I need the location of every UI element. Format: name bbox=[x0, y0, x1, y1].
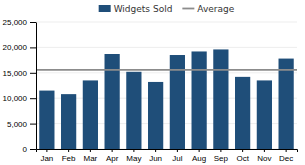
bar bbox=[83, 80, 98, 149]
y-axis: 0 5,000 10,000 15,000 20,000 25,000 bbox=[3, 18, 37, 154]
x-tick-mark bbox=[177, 149, 178, 152]
y-tick-mark bbox=[30, 22, 36, 23]
y-axis-line bbox=[36, 23, 37, 150]
x-tick: Mar bbox=[83, 149, 97, 163]
x-tick-label: Apr bbox=[106, 154, 119, 163]
y-tick-label: 15,000 bbox=[3, 69, 28, 78]
x-tick-mark bbox=[46, 149, 47, 152]
x-tick-label: Sep bbox=[214, 154, 229, 163]
bar bbox=[235, 77, 250, 149]
x-tick: Jul bbox=[172, 149, 182, 163]
plot: 0 5,000 10,000 15,000 20,000 25,000 Jan Feb Mar A… bbox=[3, 18, 298, 163]
bar bbox=[192, 51, 207, 149]
x-tick: Aug bbox=[192, 149, 206, 163]
y-tick-label: 0 bbox=[23, 145, 28, 154]
x-tick-label: Aug bbox=[192, 154, 206, 163]
legend-item: Average bbox=[182, 4, 234, 14]
x-tick: Dec bbox=[279, 149, 293, 163]
y-tick: 10,000 bbox=[3, 94, 36, 103]
bar bbox=[279, 59, 294, 149]
y-tick-label: 25,000 bbox=[3, 18, 28, 27]
x-tick-mark bbox=[68, 149, 69, 152]
chart-container: 0 5,000 10,000 15,000 20,000 25,000 Jan Feb Mar A… bbox=[0, 0, 305, 165]
x-axis: Jan Feb Mar Apr May Jun Jul Aug Sep Oct Nov Dec bbox=[37, 149, 298, 163]
bar bbox=[213, 49, 228, 149]
legend-swatch bbox=[99, 5, 111, 12]
marks bbox=[36, 49, 297, 149]
x-tick-mark bbox=[264, 149, 265, 152]
y-tick-label: 5,000 bbox=[7, 120, 28, 129]
y-tick-mark bbox=[30, 47, 36, 48]
x-tick-mark bbox=[199, 149, 200, 152]
legend-label: Average bbox=[197, 4, 234, 14]
grid-line bbox=[36, 22, 297, 23]
x-axis-line bbox=[37, 150, 298, 153]
x-tick-mark bbox=[220, 149, 221, 152]
legend-label: Widgets Sold bbox=[114, 4, 173, 14]
y-tick-label: 20,000 bbox=[3, 43, 28, 52]
x-tick: Jun bbox=[149, 149, 162, 163]
y-tick: 25,000 bbox=[3, 18, 36, 27]
x-tick: Oct bbox=[236, 149, 249, 163]
chart: 0 5,000 10,000 15,000 20,000 25,000 Jan Feb Mar A… bbox=[0, 0, 305, 165]
bar bbox=[148, 82, 163, 149]
x-tick-mark bbox=[112, 149, 113, 152]
y-tick: 20,000 bbox=[3, 43, 36, 52]
x-tick-mark bbox=[90, 149, 91, 152]
y-tick: 15,000 bbox=[3, 69, 36, 78]
bar bbox=[257, 80, 272, 149]
x-tick-mark bbox=[133, 149, 134, 152]
x-tick-mark bbox=[286, 149, 287, 152]
bar-series bbox=[39, 49, 293, 149]
x-tick-mark bbox=[242, 149, 243, 152]
y-tick: 0 bbox=[23, 145, 36, 154]
x-tick: Nov bbox=[257, 149, 271, 163]
grid-line bbox=[36, 47, 297, 48]
grid-line bbox=[36, 72, 297, 73]
bar bbox=[105, 54, 120, 149]
x-tick-label: Dec bbox=[279, 154, 293, 163]
x-tick: Apr bbox=[106, 149, 119, 163]
bar bbox=[39, 91, 54, 149]
y-tick-mark bbox=[30, 98, 36, 99]
grid bbox=[36, 22, 297, 149]
average-line bbox=[36, 69, 297, 71]
x-tick: May bbox=[126, 149, 141, 163]
y-tick-mark bbox=[30, 149, 36, 150]
legend: Widgets Sold Average bbox=[99, 4, 235, 14]
legend-item: Widgets Sold bbox=[99, 4, 173, 14]
x-tick-label: Jan bbox=[40, 154, 53, 163]
x-tick: Sep bbox=[214, 149, 229, 163]
x-tick: Jan bbox=[40, 149, 53, 163]
y-tick-label: 10,000 bbox=[3, 94, 28, 103]
x-tick-label: Jun bbox=[149, 154, 162, 163]
x-tick-label: May bbox=[126, 154, 141, 163]
x-tick-label: Feb bbox=[62, 154, 76, 163]
y-tick-mark bbox=[30, 73, 36, 74]
bar bbox=[126, 72, 141, 149]
x-tick-label: Jul bbox=[172, 154, 182, 163]
x-tick-label: Oct bbox=[236, 154, 249, 163]
legend-swatch bbox=[182, 8, 194, 10]
x-tick: Feb bbox=[62, 149, 76, 163]
y-tick: 5,000 bbox=[7, 120, 36, 129]
x-tick-mark bbox=[155, 149, 156, 152]
bar bbox=[61, 94, 76, 149]
y-tick-mark bbox=[30, 124, 36, 125]
x-tick-label: Mar bbox=[83, 154, 97, 163]
x-tick-label: Nov bbox=[257, 154, 271, 163]
